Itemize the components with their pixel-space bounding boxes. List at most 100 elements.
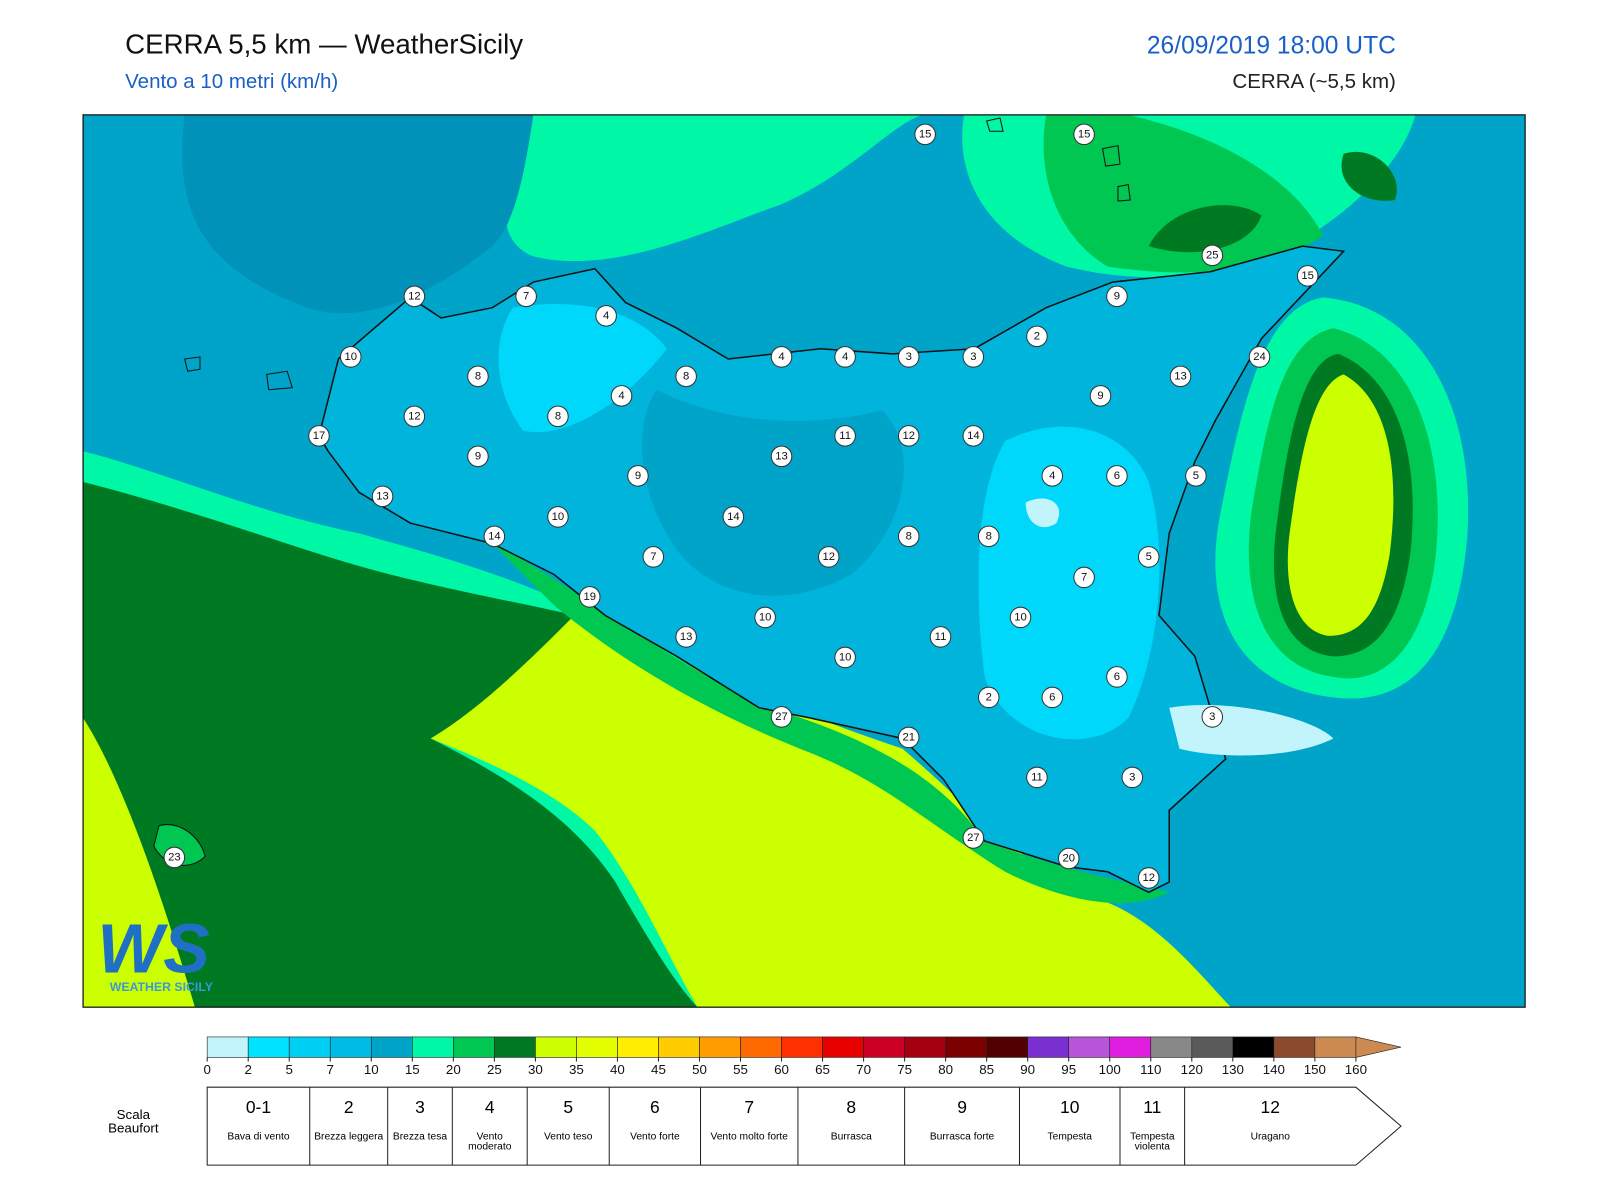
- beaufort-cell: 8 Burrasca: [798, 1087, 905, 1165]
- colorbar-tick-label: 10: [364, 1062, 379, 1077]
- beaufort-cell-content: 2 Brezza leggera: [310, 1087, 388, 1165]
- station-label: 4: [778, 351, 784, 363]
- station-marker: [977, 525, 1000, 548]
- beaufort-cell: 2 Brezza leggera: [310, 1087, 388, 1165]
- colorbar-swatch: [247, 1036, 290, 1058]
- station-label: 2: [986, 691, 992, 703]
- logo: WS WEATHER SICILY: [97, 909, 212, 993]
- station-marker: [1201, 706, 1224, 728]
- beaufort-number: 10: [1060, 1097, 1080, 1117]
- station-marker: [770, 346, 793, 368]
- beaufort-number: 8: [846, 1097, 857, 1117]
- beaufort-frame: [206, 1086, 1402, 1166]
- colorbar-swatch: [904, 1036, 946, 1058]
- station-marker: [834, 646, 856, 669]
- colorbar-swatch: [288, 1036, 331, 1058]
- station-marker: [308, 425, 330, 447]
- station-label: 4: [618, 390, 624, 402]
- station-label: 6: [1049, 691, 1055, 703]
- station-label: 7: [523, 290, 529, 302]
- title: CERRA 5,5 km — WeatherSicily: [125, 28, 523, 59]
- beaufort-number: 2: [343, 1097, 354, 1117]
- station-label: 15: [919, 128, 932, 140]
- colorbar-swatch: [617, 1036, 659, 1058]
- station-marker: [1185, 465, 1207, 487]
- station-label: 8: [906, 530, 912, 542]
- station-label: 3: [1209, 711, 1215, 723]
- colorbar-tick-label: 45: [651, 1062, 666, 1077]
- colorbar-tick-label: 60: [774, 1062, 789, 1077]
- station-marker: [547, 405, 569, 428]
- station-label: 21: [902, 731, 915, 743]
- station-label: 10: [759, 611, 772, 623]
- colorbar-tick-label: 30: [528, 1062, 543, 1077]
- station-marker: [1041, 686, 1064, 709]
- beaufort-cell: 0-1 Bava di vento: [207, 1087, 310, 1165]
- station-label: 13: [1174, 370, 1187, 382]
- beaufort-cell-content: 11 Tempesta violenta: [1120, 1087, 1185, 1165]
- beaufort-number: 6: [650, 1097, 660, 1117]
- colorbar-swatch: [576, 1036, 618, 1058]
- beaufort-cell-content: 6 Vento forte: [609, 1087, 700, 1165]
- beaufort-cell-content: 0-1 Bava di vento: [207, 1087, 310, 1165]
- station-label: 10: [1014, 611, 1027, 623]
- station-label: 23: [168, 851, 181, 863]
- station-label: 11: [1031, 771, 1043, 783]
- station-label: 9: [1097, 390, 1103, 402]
- station-marker: [1026, 766, 1048, 789]
- colorbar-tick-label: 140: [1263, 1062, 1285, 1077]
- station-marker: [929, 626, 952, 648]
- station-marker: [1073, 123, 1095, 146]
- station-label: 4: [1049, 470, 1055, 482]
- colorbar-tick-label: 150: [1304, 1062, 1326, 1077]
- station-marker: [897, 346, 920, 368]
- beaufort-cell: 3 Brezza tesa: [388, 1087, 453, 1165]
- station-marker: [578, 586, 601, 608]
- station-marker: [371, 485, 394, 508]
- colorbar-tick-label: 55: [733, 1062, 748, 1077]
- beaufort-cell-content: 9 Burrasca forte: [905, 1087, 1020, 1165]
- colorbar-arrow: [1355, 1036, 1402, 1058]
- station-label: 27: [775, 711, 788, 723]
- station-label: 12: [408, 410, 421, 422]
- station-marker: [754, 606, 776, 629]
- beaufort-cell-content: 12 Uragano: [1185, 1087, 1356, 1165]
- station-label: 3: [1129, 771, 1135, 783]
- sea-field: [1341, 151, 1397, 201]
- station-marker: [1009, 606, 1032, 629]
- station-marker: [834, 346, 856, 368]
- station-label: 5: [1193, 470, 1199, 482]
- beaufort-number: 12: [1260, 1097, 1280, 1117]
- beaufort-cell-content: 8 Burrasca: [798, 1087, 905, 1165]
- datetime: 26/09/2019 18:00 UTC: [1147, 32, 1396, 59]
- beaufort-cell-content: 3 Brezza tesa: [388, 1087, 453, 1165]
- station-marker: [914, 123, 936, 146]
- sea-field: [83, 482, 698, 1008]
- station-label: 24: [1253, 351, 1266, 363]
- beaufort-cell: 10 Tempesta: [1048, 1097, 1092, 1142]
- station-label: 7: [1081, 571, 1087, 583]
- logo-subtitle: WEATHER SICILY: [110, 980, 213, 994]
- colorbar: 0 2 5 7 10 15 20 25 30 35 40 45 50 55 60 65 70 75 80 85 90 95…: [203, 1036, 1402, 1077]
- station-marker: [403, 285, 426, 308]
- station-label: 15: [1301, 270, 1314, 282]
- beaufort-number: 0-1: [245, 1097, 272, 1117]
- station-marker: [163, 846, 186, 869]
- beaufort-cell: 7 Vento molto forte: [710, 1097, 788, 1142]
- colorbar-tick-label: 100: [1099, 1062, 1121, 1077]
- station-marker: [962, 827, 985, 849]
- beaufort-number: 9: [957, 1097, 967, 1117]
- map-frame: [82, 114, 1526, 1008]
- station-label: 13: [376, 490, 389, 502]
- station-marker: [1296, 265, 1319, 287]
- beaufort-number: 7: [744, 1097, 755, 1117]
- beaufort-label: Vento moderato: [468, 1131, 512, 1153]
- station-label: 13: [680, 631, 693, 643]
- station-marker: [722, 506, 745, 528]
- colorbar-swatch: [1109, 1036, 1152, 1058]
- colorbar-tick-label: 65: [815, 1062, 830, 1077]
- colorbar-swatch: [986, 1036, 1028, 1058]
- station-marker: [770, 706, 793, 728]
- wind-field: [498, 303, 667, 433]
